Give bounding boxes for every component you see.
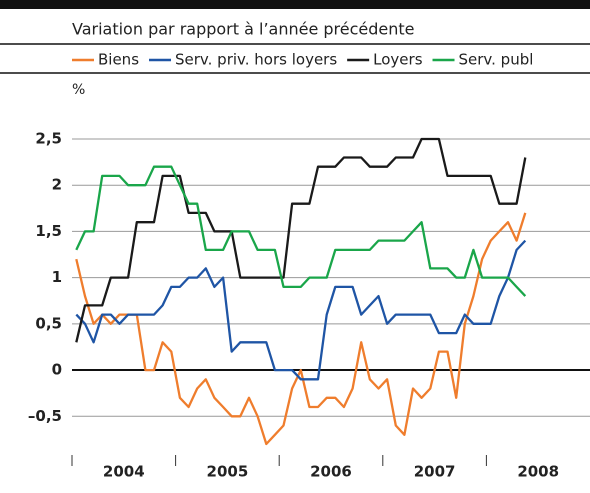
legend-label: Serv. publ [459,51,534,69]
y-tick-label: 2 [52,176,62,194]
top-bar [0,0,590,9]
series-line [75,165,527,297]
x-tick-label: 2007 [414,463,456,481]
y-tick-label: 1 [52,268,62,286]
y-tick-label: 0 [52,361,62,379]
series-line [75,239,527,381]
legend-label: Serv. priv. hors loyers [175,51,337,69]
x-tick-label: 2004 [103,463,145,481]
y-tick-label: 0,5 [35,314,62,332]
series-line [75,212,527,446]
y-tick-label: 1,5 [35,222,62,240]
x-tick-label: 2008 [517,463,559,481]
x-tick-label: 2006 [310,463,352,481]
x-tick-label: 2005 [207,463,249,481]
series-line [75,137,527,343]
legend-label: Loyers [373,51,423,69]
chart-subtitle: Variation par rapport à l’année précéden… [72,20,415,39]
legend-label: Biens [98,51,139,69]
y-unit: % [72,82,85,98]
y-tick-label: 2,5 [35,129,62,147]
y-tick-label: –0,5 [28,407,62,425]
